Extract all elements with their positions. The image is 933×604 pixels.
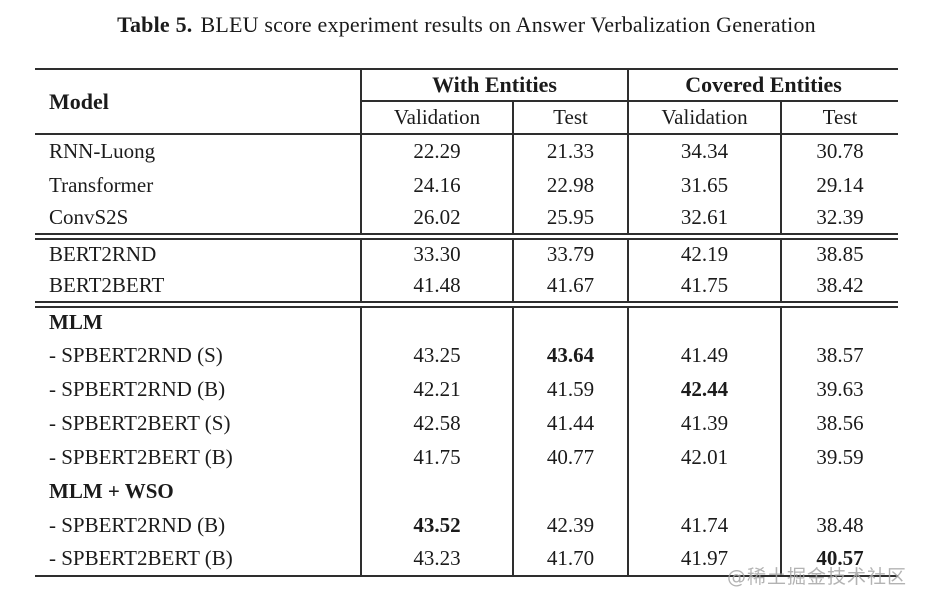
model-cell: - SPBERT2BERT (S)	[35, 406, 362, 440]
column-header-we-test: Test	[513, 101, 630, 134]
model-cell: Transformer	[35, 168, 362, 202]
table-row: - SPBERT2RND (B) 43.52 42.39 41.74 38.48	[35, 508, 898, 542]
value-cell	[628, 474, 783, 508]
value-cell-best: 43.52	[361, 508, 514, 542]
model-cell: - SPBERT2RND (S)	[35, 338, 362, 372]
value-cell: 40.77	[513, 440, 630, 474]
value-cell: 43.23	[361, 542, 514, 576]
value-cell: 31.65	[628, 168, 783, 202]
value-cell: 25.95	[513, 202, 630, 236]
model-cell: - SPBERT2RND (B)	[35, 508, 362, 542]
value-cell: 24.16	[361, 168, 514, 202]
value-cell: 33.79	[513, 232, 630, 270]
value-cell: 38.57	[816, 342, 864, 367]
value-cell: 29.14	[816, 172, 864, 197]
value-cell: 38.56	[816, 410, 864, 435]
value-cell: 33.30	[361, 232, 514, 270]
caption-label: Table 5.	[117, 12, 193, 37]
value-cell: 21.33	[513, 134, 630, 168]
section-baselines: RNN-Luong 22.29 21.33 34.34 30.78 Transf…	[35, 134, 898, 236]
table-row: Transformer 24.16 22.98 31.65 29.14	[35, 168, 898, 202]
section-spbert: MLM - SPBERT2RND (S) 43.25 43.64 41.49 3…	[35, 300, 899, 576]
caption-text: BLEU score experiment results on Answer …	[200, 12, 816, 37]
value-cell: 42.39	[513, 508, 630, 542]
table-row: - SPBERT2RND (S) 43.25 43.64 41.49 38.57	[35, 338, 898, 372]
column-header-ce-validation: Validation	[628, 101, 783, 134]
value-cell	[513, 474, 630, 508]
table-row: - SPBERT2RND (B) 42.21 41.59 42.44 39.63	[35, 372, 898, 406]
value-cell: 26.02	[361, 202, 514, 236]
value-cell: 42.19	[628, 232, 783, 270]
value-cell: 41.75	[628, 270, 783, 304]
value-cell	[361, 300, 514, 338]
value-cell: 41.97	[628, 542, 783, 576]
value-cell	[781, 300, 899, 338]
value-cell: 42.58	[361, 406, 514, 440]
model-cell: BERT2RND	[35, 232, 362, 270]
value-cell-best: 42.44	[628, 372, 783, 406]
value-cell: 42.21	[361, 372, 514, 406]
value-cell-best: 43.64	[513, 338, 630, 372]
section-label-mlm-wso: MLM + WSO	[35, 474, 362, 508]
section-bert: BERT2RND 33.30 33.79 42.19 38.85 BERT2BE…	[35, 232, 899, 304]
column-header-we-validation: Validation	[361, 101, 514, 134]
value-cell: 41.44	[513, 406, 630, 440]
table-row: - SPBERT2BERT (B) 43.23 41.70 41.97 40.5…	[35, 542, 898, 576]
group-header-covered-entities: Covered Entities	[628, 69, 899, 102]
table-row: - SPBERT2BERT (S) 42.58 41.44 41.39 38.5…	[35, 406, 898, 440]
table-header: Model With Entities Covered Entities Val…	[35, 69, 899, 134]
value-cell: 38.48	[816, 512, 864, 537]
value-cell: 38.42	[816, 272, 864, 297]
value-cell	[628, 300, 783, 338]
value-cell	[513, 300, 630, 338]
value-cell: 41.70	[513, 542, 630, 576]
value-cell: 41.67	[513, 270, 630, 304]
column-header-ce-test: Test	[822, 105, 858, 129]
value-cell: 43.25	[361, 338, 514, 372]
value-cell: 41.39	[628, 406, 783, 440]
value-cell	[781, 474, 898, 508]
table-row: MLM + WSO	[35, 474, 898, 508]
table-row: BERT2BERT 41.48 41.67 41.75 38.42	[35, 270, 898, 304]
value-cell: 41.74	[628, 508, 783, 542]
bleu-results-table: Model With Entities Covered Entities Val…	[35, 68, 899, 577]
value-cell: 39.59	[816, 444, 864, 469]
value-cell: 42.01	[628, 440, 783, 474]
value-cell: 34.34	[628, 134, 783, 168]
watermark-text: @稀土掘金技术社区	[726, 566, 907, 588]
table-caption: Table 5. BLEU score experiment results on…	[0, 12, 933, 38]
value-cell: 32.39	[816, 204, 864, 229]
table-row: ConvS2S 26.02 25.95 32.61 32.39	[35, 202, 898, 236]
group-header-with-entities: With Entities	[361, 69, 630, 102]
value-cell: 22.98	[513, 168, 630, 202]
value-cell: 32.61	[628, 202, 783, 236]
value-cell: 38.85	[781, 232, 899, 270]
model-cell: - SPBERT2BERT (B)	[35, 440, 362, 474]
table-row: MLM	[35, 300, 899, 338]
value-cell: 41.49	[628, 338, 783, 372]
table-row: BERT2RND 33.30 33.79 42.19 38.85	[35, 232, 899, 270]
group-header-row: Model With Entities Covered Entities	[35, 69, 899, 134]
sub-header-row: Validation Test Validation Test	[35, 101, 898, 134]
value-cell: 30.78	[816, 139, 864, 163]
table-row: RNN-Luong 22.29 21.33 34.34 30.78	[35, 134, 898, 168]
model-cell: RNN-Luong	[35, 134, 362, 168]
value-cell: 22.29	[361, 134, 514, 168]
value-cell-best: 40.57	[816, 546, 864, 570]
column-header-model: Model	[35, 69, 362, 134]
model-cell: ConvS2S	[35, 202, 362, 236]
model-cell: - SPBERT2RND (B)	[35, 372, 362, 406]
table-row: - SPBERT2BERT (B) 41.75 40.77 42.01 39.5…	[35, 440, 898, 474]
value-cell	[361, 474, 514, 508]
model-cell: - SPBERT2BERT (B)	[35, 542, 362, 576]
value-cell: 41.48	[361, 270, 514, 304]
model-cell: BERT2BERT	[35, 270, 362, 304]
value-cell: 39.63	[816, 376, 864, 401]
value-cell: 41.75	[361, 440, 514, 474]
section-label-mlm: MLM	[35, 300, 362, 338]
value-cell: 41.59	[513, 372, 630, 406]
